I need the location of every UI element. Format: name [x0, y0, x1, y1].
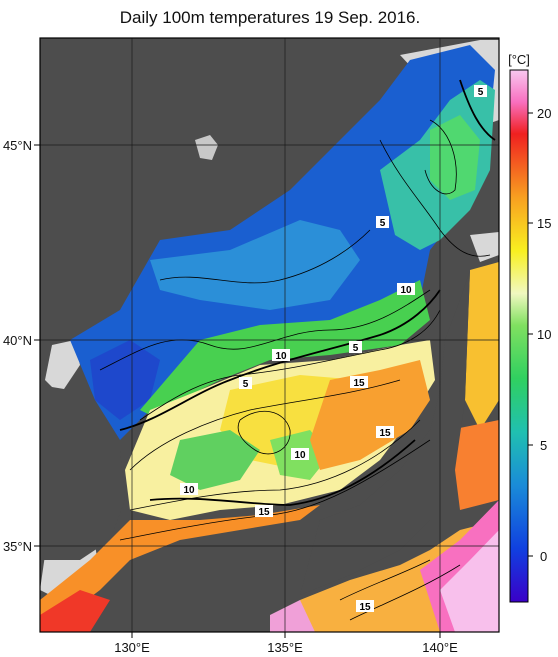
sea-pacific-region: [270, 600, 315, 632]
svg-text:10: 10: [400, 285, 412, 296]
svg-text:5: 5: [353, 343, 359, 354]
japan-honshu-land: [300, 270, 470, 595]
colorbar: [509, 69, 529, 603]
lat-label: 40°N: [3, 333, 32, 348]
sea-hot-region: [40, 590, 110, 632]
svg-text:5: 5: [478, 87, 484, 98]
contour-label-group: 5 5 10 5 10 15 5 15 10 10 15 15: [180, 85, 487, 613]
contour-label: 10: [272, 349, 290, 362]
contour-label: 15: [356, 600, 374, 613]
lon-label: 135°E: [267, 640, 303, 655]
contour-label: 15: [350, 376, 368, 389]
svg-text:15: 15: [379, 428, 391, 439]
sea-cold-region: [150, 220, 360, 310]
svg-text:15: 15: [258, 507, 270, 518]
contour-label: 15: [376, 426, 394, 439]
lat-label: 35°N: [3, 539, 32, 554]
contour-label: 5: [349, 341, 362, 354]
lon-label: 140°E: [422, 640, 458, 655]
sea-hot-region: [310, 360, 430, 470]
contour-label: 15: [255, 505, 273, 518]
svg-text:10: 10: [294, 450, 306, 461]
contour-label: 5: [239, 377, 252, 390]
contour-label: 10: [180, 483, 198, 496]
sea-pacific-region: [465, 262, 499, 430]
sea-pacific-region: [450, 420, 499, 510]
colorbar-tick-label: 10: [537, 327, 551, 342]
colorbar-tick-label: 15: [537, 216, 551, 231]
svg-text:10: 10: [183, 485, 195, 496]
contour-label: 5: [474, 85, 487, 98]
lat-label: 45°N: [3, 138, 32, 153]
graticule: [40, 38, 499, 632]
colorbar-tick-label: 0: [540, 549, 547, 564]
sea-warm-region: [170, 430, 260, 490]
svg-text:10: 10: [275, 351, 287, 362]
no-data-area: [45, 340, 80, 395]
svg-text:15: 15: [359, 602, 371, 613]
contour-label: 5: [376, 216, 389, 229]
sea-cold-region: [90, 340, 160, 420]
colorbar-ticks: [528, 112, 533, 557]
svg-text:5: 5: [243, 379, 249, 390]
svg-text:15: 15: [353, 378, 365, 389]
colorbar-tick-label: 20: [537, 106, 551, 121]
sea-hot-region: [40, 505, 320, 632]
colorbar-unit: [°C]: [508, 52, 530, 67]
axis-ticks: [34, 144, 441, 638]
island-land: [195, 135, 218, 160]
svg-text:5: 5: [380, 218, 386, 229]
lon-label: 130°E: [114, 640, 150, 655]
no-data-area: [470, 232, 499, 262]
sea-pacific-region: [440, 530, 499, 632]
contour-label: 10: [397, 283, 415, 296]
colorbar-tick-label: 5: [540, 438, 547, 453]
map-title: Daily 100m temperatures 19 Sep. 2016.: [119, 8, 421, 27]
contour-label: 10: [291, 448, 309, 461]
contour-lines: [99, 119, 491, 621]
korea-land: [40, 385, 125, 560]
map-frame: [39, 37, 500, 633]
